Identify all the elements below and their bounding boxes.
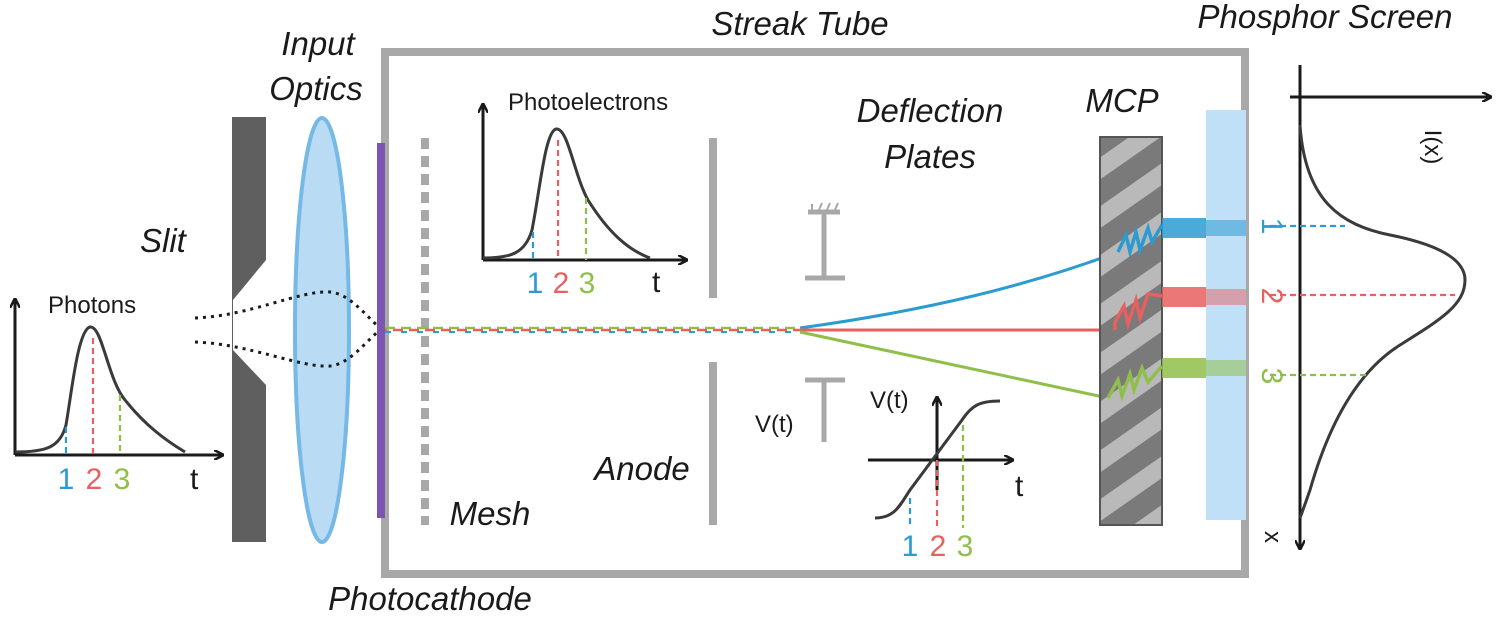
mcp-zigzag-1 xyxy=(1116,222,1164,259)
profile-marker-2: 2 xyxy=(1255,288,1288,305)
profile-ix-label: I(x) xyxy=(1419,130,1446,165)
voltage-marker-2: 2 xyxy=(930,530,947,563)
photoelectrons-t-axis-label: t xyxy=(652,266,661,299)
deflection-plate-lower xyxy=(805,377,845,442)
mesh-label: Mesh xyxy=(450,495,531,532)
voltage-marker-3: 3 xyxy=(957,530,974,563)
deflection-plates-label-1: Deflection xyxy=(857,92,1004,129)
phosphor-screen-label: Phosphor Screen xyxy=(1198,0,1453,35)
photoelectrons-label: Photoelectrons xyxy=(508,89,668,116)
deflection-voltage-label: V(t) xyxy=(755,411,794,438)
photocathode-label: Photocathode xyxy=(328,580,532,617)
streak-tube-label: Streak Tube xyxy=(711,5,888,42)
deflection-plate-upper xyxy=(805,202,845,281)
mcp-label: MCP xyxy=(1085,82,1158,119)
voltage-marker-1: 1 xyxy=(902,530,919,563)
screen-spot-1 xyxy=(1206,220,1246,236)
photons-t-axis-label: t xyxy=(190,463,199,496)
input-optics-lens xyxy=(293,116,351,544)
photons-graph: Photons 1 2 3 t xyxy=(15,292,222,496)
profile-marker-3: 3 xyxy=(1255,368,1288,385)
mcp-zigzag-3 xyxy=(1106,363,1164,402)
electron-beam-3 xyxy=(799,330,1109,400)
photons-marker-3: 3 xyxy=(114,463,131,496)
voltage-ramp-graph: V(t) t 1 2 3 xyxy=(868,387,1024,563)
input-optics-label-2: Optics xyxy=(269,70,363,107)
electron-beam-incoming xyxy=(385,326,800,333)
mcp xyxy=(1099,136,1163,526)
light-ray-top xyxy=(194,290,381,330)
deflection-plates-label-2: Plates xyxy=(884,138,976,175)
photoelectrons-graph: Photoelectrons 1 2 3 t xyxy=(483,89,686,300)
slit xyxy=(232,117,266,542)
voltage-t-axis-label: t xyxy=(1015,470,1024,503)
light-ray-bottom xyxy=(194,328,381,368)
photoelectrons-marker-2: 2 xyxy=(553,267,570,300)
electron-beam-1 xyxy=(799,250,1119,330)
photoelectrons-marker-3: 3 xyxy=(579,267,596,300)
mcp-zigzag-2 xyxy=(1113,292,1163,331)
phosphor-screen xyxy=(1206,110,1246,520)
electron-band-3 xyxy=(1162,358,1206,378)
profile-marker-1: 1 xyxy=(1255,218,1288,235)
input-optics-label-1: Input xyxy=(281,25,356,62)
slit-label: Slit xyxy=(140,222,188,259)
intensity-profile-graph: 1 2 3 I(x) x xyxy=(1255,65,1490,548)
electron-band-2 xyxy=(1162,287,1206,307)
photoelectrons-marker-1: 1 xyxy=(527,267,544,300)
photons-marker-1: 1 xyxy=(58,463,75,496)
screen-spot-2 xyxy=(1206,289,1246,305)
photocathode xyxy=(377,143,385,518)
screen-spot-3 xyxy=(1206,360,1246,376)
profile-x-axis-label: x xyxy=(1259,531,1286,543)
electron-band-1 xyxy=(1162,218,1206,238)
photons-label: Photons xyxy=(48,292,136,319)
anode-label: Anode xyxy=(592,450,689,487)
photons-marker-2: 2 xyxy=(86,463,103,496)
voltage-graph-label: V(t) xyxy=(870,387,909,414)
